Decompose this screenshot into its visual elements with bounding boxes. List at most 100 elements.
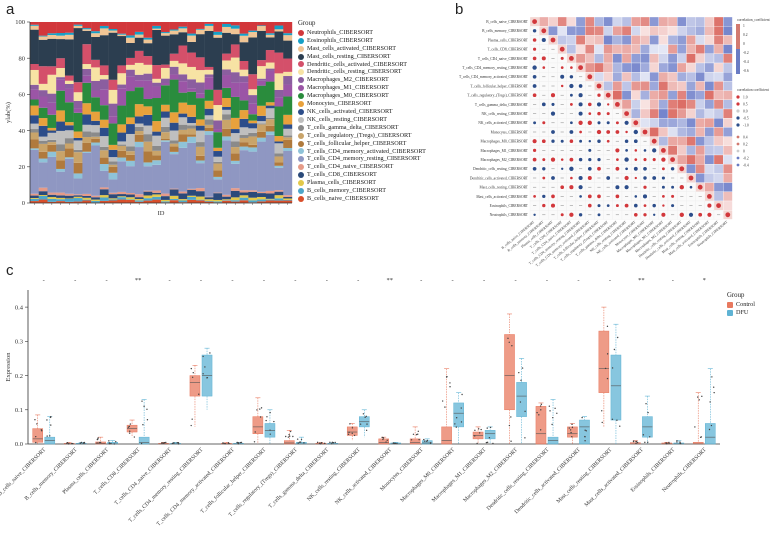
stacked-bar-segment xyxy=(99,28,109,36)
stacked-bar-segment xyxy=(187,199,197,203)
heatmap-cell xyxy=(621,81,632,91)
stacked-bar-segment xyxy=(126,199,135,200)
stacked-bar-segment xyxy=(152,65,162,79)
heatmap-cell xyxy=(713,72,724,82)
stacked-bar-segment xyxy=(152,190,162,193)
stacked-bar-segment xyxy=(126,76,135,92)
heatmap-cell xyxy=(631,26,641,36)
stacked-bar-segment xyxy=(222,97,232,107)
heatmap-circle xyxy=(551,194,555,199)
stacked-bar-segment xyxy=(47,66,57,75)
stacked-bar-segment xyxy=(265,198,275,200)
legend-item: T_cells_regulatory_(Tregs)_CIBERSORT xyxy=(298,132,426,140)
stacked-bar-segment xyxy=(230,201,240,203)
stacked-bar-segment xyxy=(161,132,170,140)
stacked-bar-segment xyxy=(143,134,153,142)
heatmap-circle xyxy=(643,176,647,180)
box-point xyxy=(98,441,101,444)
stacked-bar-segment xyxy=(143,198,153,201)
stacked-bar-segment xyxy=(143,195,153,199)
stacked-bar-segment xyxy=(187,41,197,53)
heatmap-circle xyxy=(532,93,537,98)
y-tick-label: 100 xyxy=(15,19,25,26)
box-point xyxy=(449,382,451,384)
stacked-bar-segment xyxy=(108,22,118,30)
heatmap-cell xyxy=(640,90,650,100)
stacked-bar-segment xyxy=(73,92,83,101)
legend-swatch xyxy=(298,140,304,147)
heatmap-cell xyxy=(723,191,733,202)
stacked-bar-segment xyxy=(64,143,74,149)
heatmap-cell xyxy=(713,164,724,174)
stacked-bar-segment xyxy=(248,147,258,152)
box xyxy=(441,426,452,445)
stacked-bar-segment xyxy=(204,69,214,75)
stacked-bar-segment xyxy=(126,199,135,203)
heatmap-cell xyxy=(695,136,705,146)
legend-swatch xyxy=(298,61,304,68)
stacked-bar-segment xyxy=(56,130,66,145)
heatmap-cell xyxy=(667,72,678,82)
stacked-bar-segment xyxy=(265,22,275,34)
stacked-bar-segment xyxy=(143,98,153,107)
legend-swatch xyxy=(727,309,733,316)
heatmap-circle xyxy=(588,148,592,152)
stacked-bar-segment xyxy=(47,194,57,198)
heatmap-cell xyxy=(704,72,715,82)
stacked-bar-segment xyxy=(283,195,293,197)
stacked-bar-segment xyxy=(265,62,275,69)
heatmap-cell xyxy=(677,145,687,156)
heatmap-circle xyxy=(551,130,555,134)
stacked-bar-segment xyxy=(213,151,223,157)
stacked-bar-segment xyxy=(283,40,293,59)
stacked-bar-segment xyxy=(239,200,249,203)
stacked-bar-segment xyxy=(213,176,223,180)
stacked-bar-segment xyxy=(248,114,258,121)
box-point xyxy=(635,440,638,443)
stacked-bar-segment xyxy=(169,79,179,113)
heatmap-cell xyxy=(713,127,724,137)
box-point xyxy=(460,407,462,409)
box xyxy=(579,419,590,445)
stacked-bar-segment xyxy=(91,138,101,143)
box-point xyxy=(508,341,510,343)
legend-label: Dendritic_cells_resting_CIBERSORT xyxy=(307,68,402,76)
box-point xyxy=(289,435,291,437)
stacked-bar-segment xyxy=(265,199,275,201)
heatmap-cell xyxy=(585,16,595,27)
stacked-bar-segment xyxy=(274,195,284,199)
stacked-bar-segment xyxy=(73,82,83,93)
stacked-bar-segment xyxy=(38,39,48,67)
stacked-bar-segment xyxy=(82,22,92,29)
heatmap-cell xyxy=(695,26,705,36)
stacked-bar-segment xyxy=(152,22,162,26)
row-label: T_cells_CD4_memory_resting_CIBERSORT xyxy=(462,66,529,70)
stacked-bar-segment xyxy=(195,22,205,29)
stacked-bar-segment xyxy=(239,76,249,83)
stacked-bar-segment xyxy=(187,116,197,124)
box-point xyxy=(292,435,294,438)
box-point xyxy=(585,430,587,432)
box-point xyxy=(539,405,542,407)
legend-item: T_cells_CD4_naive_CIBERSORT xyxy=(298,163,426,171)
stacked-bar-segment xyxy=(126,64,135,70)
heatmap-circle xyxy=(532,65,537,70)
box-point xyxy=(68,442,70,445)
heatmap-circle xyxy=(578,65,583,70)
stacked-bar-segment xyxy=(64,125,74,131)
stacked-bar-segment xyxy=(30,139,39,149)
stacked-bar-segment xyxy=(126,35,135,38)
heatmap-cell xyxy=(695,53,705,64)
stacked-bar-segment xyxy=(143,106,153,115)
stacked-bar-segment xyxy=(213,31,223,35)
box-point xyxy=(239,441,242,444)
legend-item: T_cells_CD8_CIBERSORT xyxy=(298,171,426,179)
y-tick-label: 0 xyxy=(22,200,25,207)
heatmap-cell xyxy=(585,53,595,64)
stacked-bar-segment xyxy=(248,123,258,129)
heatmap-cell xyxy=(723,136,733,146)
stacked-bar-segment xyxy=(187,128,197,135)
heatmap-circle xyxy=(551,139,555,143)
stacked-bar-segment xyxy=(283,199,293,201)
significance-label: ** xyxy=(135,277,142,284)
